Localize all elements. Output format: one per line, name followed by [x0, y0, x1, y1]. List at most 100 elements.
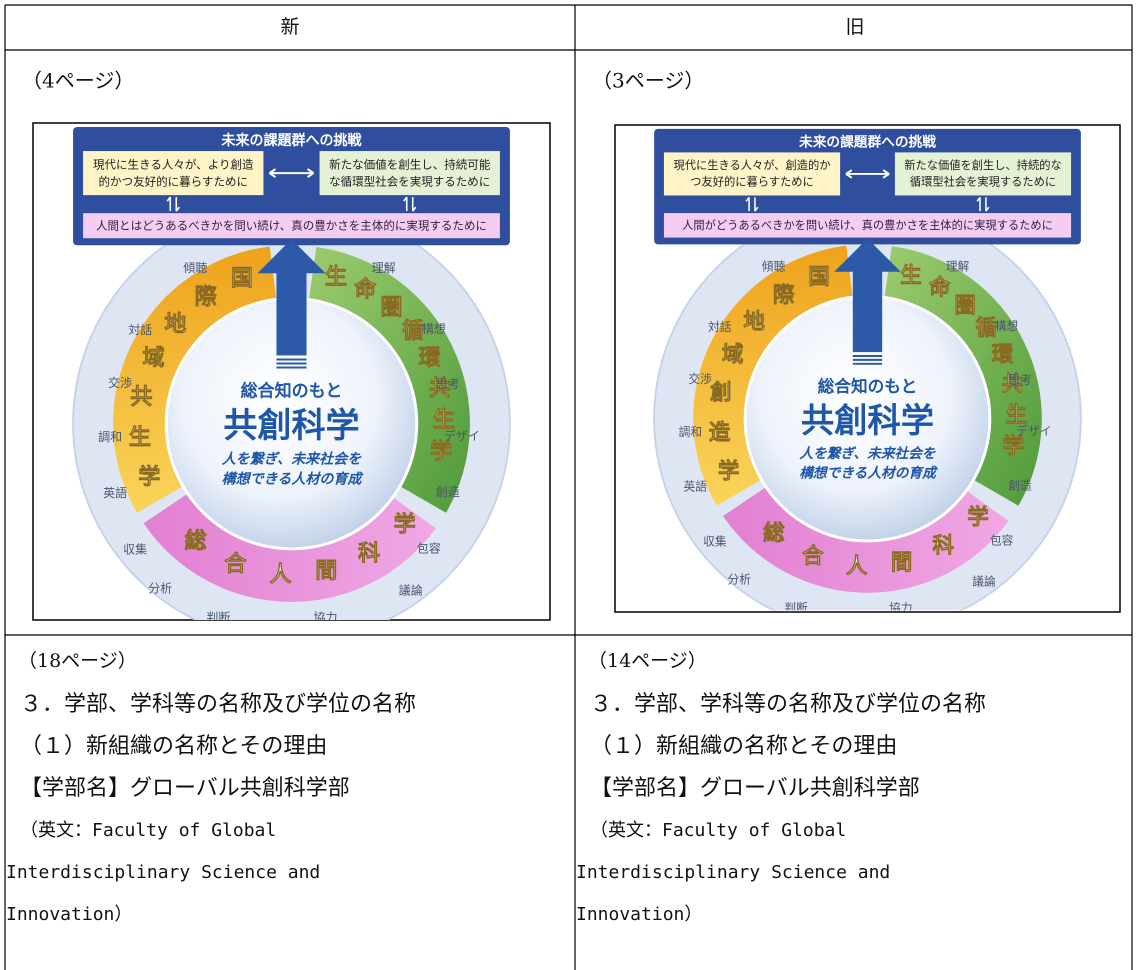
arc-character: 合	[224, 551, 247, 577]
body-line: 【学部名】グローバル共創科学部	[590, 776, 920, 801]
updown-arrow	[745, 196, 759, 212]
goal-text: 現代に生きる人々が、創造的か	[673, 158, 830, 172]
skill-label: 思考	[1008, 373, 1032, 387]
arc-character: 学	[430, 439, 452, 465]
skill-label: 収集	[703, 534, 727, 548]
arc-character: 圏	[954, 293, 976, 318]
bottom-arc	[143, 493, 436, 602]
skill-label: 協力	[889, 601, 912, 615]
skill-label: 創造	[1008, 479, 1032, 493]
center-lead: 総合知のもと	[818, 376, 917, 396]
arc-character: 地	[164, 312, 186, 337]
arc-character: 科	[932, 534, 954, 559]
double-arrow	[845, 169, 890, 179]
diagram: 国際地域共生学生 命圏循環共生学総合人間科学傾聴 理解対話 構想交渉 思考調和 デザイ英語…	[72, 127, 511, 624]
arc-character: 学	[718, 458, 740, 484]
diagram: 国際地域創造学生 命圏循環共生学総合人間科学傾聴 理解対話 構想交渉 思考調和 デザイ英語…	[653, 128, 1082, 615]
center-title: 共創科学	[801, 401, 934, 440]
arc-character: 生	[325, 265, 347, 290]
arc-character: 地	[743, 309, 765, 334]
arc-character: 学	[138, 464, 160, 490]
arc-character: 学	[394, 511, 416, 537]
arc-character: 共	[429, 376, 451, 401]
challenge-title: 未来の課題群への挑戦	[220, 132, 362, 149]
skill-label: 思考	[436, 377, 460, 391]
skill-label: 英語	[103, 485, 127, 500]
arc-character: 圏	[380, 296, 402, 321]
skill-label: 調和	[98, 430, 122, 444]
arc-character: 際	[773, 282, 795, 308]
body-line: （１）新組織の名称とその理由	[20, 734, 327, 759]
page-reference: （14ページ）	[588, 650, 707, 672]
body-line: Interdisciplinary Science and	[6, 862, 320, 883]
updown-arrow	[976, 196, 990, 212]
goal-box	[83, 151, 264, 196]
body-line: ３．学部、学科等の名称及び学位の名称	[20, 692, 416, 717]
skill-label: 判断	[206, 609, 230, 624]
arc-character: 間	[315, 559, 337, 584]
arc-character: 創	[710, 381, 732, 406]
arc-character: 循	[402, 318, 424, 344]
goal-text: 循環型社会を実現するために	[910, 175, 1056, 189]
arc-character: 共	[1002, 372, 1024, 397]
arc-character: 共	[130, 385, 152, 410]
arc-character: 生	[1005, 403, 1027, 428]
center-title: 共創科学	[223, 406, 359, 446]
arc-character: 循	[976, 315, 998, 341]
arc-character: 総	[185, 528, 207, 554]
arc-character: 国	[808, 265, 830, 290]
arc-character: 域	[722, 342, 744, 368]
arc-character: 生	[433, 408, 455, 433]
skill-label: 理解	[372, 261, 396, 275]
skill-label: 分析	[148, 581, 172, 595]
page-reference: （18ページ）	[18, 650, 137, 672]
body-line: 【学部名】グローバル共創科学部	[20, 776, 350, 801]
center-caption: 人を繋ぎ、未来社会を	[222, 451, 362, 468]
left-arc	[693, 245, 853, 506]
arrow-head	[834, 238, 901, 272]
arrow-shaft	[852, 269, 883, 353]
base-goal-text: 人間とはどうあるべきかを問い続け、真の豊かさを主体的に実現するために	[96, 219, 487, 233]
body-line: Innovation）	[6, 904, 132, 925]
base-goal-box	[83, 213, 500, 239]
updown-arrow	[403, 196, 417, 212]
arc-character: 間	[891, 550, 913, 575]
body-line: Interdisciplinary Science and	[576, 862, 890, 883]
skill-label: 構想	[422, 321, 446, 336]
arc-character: 総	[763, 520, 785, 546]
goal-text: 的かつ友好的に暮らすために	[99, 175, 248, 189]
center-caption: 構想できる人材の育成	[222, 471, 365, 488]
arrow-shaft	[276, 271, 307, 356]
skill-label: 議論	[399, 582, 423, 597]
arc-character: 人	[846, 554, 868, 579]
center-lead: 総合知のもと	[241, 381, 343, 402]
arc-character: 合	[802, 543, 824, 569]
arc-character: 国	[231, 267, 253, 292]
arc-character: 環	[992, 343, 1014, 368]
skill-label: 交渉	[688, 372, 712, 386]
column-header: 旧	[845, 16, 864, 38]
skill-label: 傾聴	[183, 261, 207, 275]
center-caption: 構想できる人材の育成	[799, 465, 938, 481]
base-goal-text: 人間がどうあるべきかを問い続け、真の豊かさを主体的に実現するために	[682, 218, 1053, 232]
page-reference: （3ページ）	[592, 69, 704, 93]
arc-character: 学	[967, 504, 989, 530]
skill-label: 対話	[708, 320, 732, 334]
skill-label: 英語	[684, 480, 708, 494]
skill-label: 議論	[972, 575, 996, 589]
arc-character: 科	[358, 542, 380, 567]
right-arc	[308, 246, 470, 513]
goal-text: つ友好的に暮らすために	[690, 175, 814, 189]
goal-box	[894, 152, 1072, 196]
skill-label: 傾聴	[762, 259, 786, 273]
body-line: Innovation）	[576, 904, 702, 925]
arc-character: 学	[1003, 433, 1025, 459]
skill-label: 包容	[990, 533, 1014, 547]
skill-label: 構想	[995, 319, 1019, 333]
goal-text: 新たな価値を創生し、持続可能	[329, 158, 491, 172]
skill-label: 包容	[417, 540, 441, 555]
bottom-arc	[723, 487, 1009, 593]
body-line: （１）新組織の名称とその理由	[590, 734, 897, 759]
arc-character: 環	[419, 346, 442, 371]
